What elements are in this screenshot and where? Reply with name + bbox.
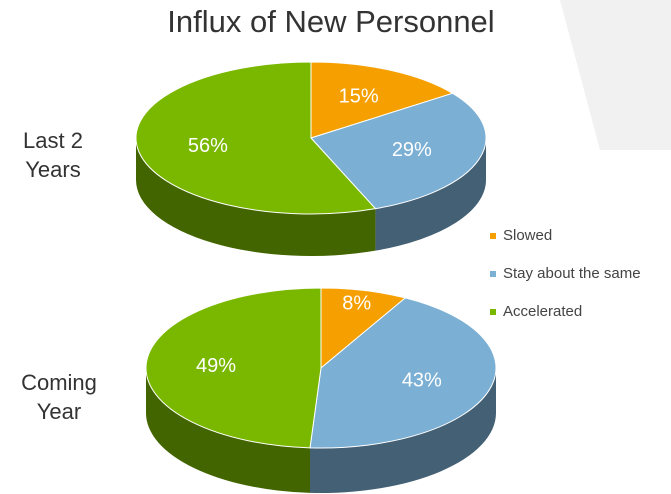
pie-slice-side	[136, 138, 376, 256]
legend-swatch	[490, 233, 496, 239]
pie-slice	[135, 61, 377, 215]
pie-label: Coming Year	[21, 370, 97, 424]
data-label: 49%	[196, 355, 236, 377]
legend-swatch	[490, 271, 496, 277]
data-label: 15%	[339, 86, 379, 108]
legend-label: Stay about the same	[503, 265, 641, 282]
pie-slice	[145, 287, 322, 449]
pie-label: Last 2 Years	[23, 128, 83, 182]
pie-slice-side	[146, 368, 311, 493]
pie-slice	[309, 297, 497, 449]
data-label: 43%	[402, 370, 442, 392]
legend-label: Accelerated	[503, 303, 582, 320]
data-label: 56%	[188, 135, 228, 157]
legend-swatch	[490, 309, 496, 315]
legend-label: Slowed	[503, 227, 552, 244]
pie-slice	[310, 92, 487, 210]
chart-title: Influx of New Personnel	[167, 4, 494, 39]
pie-slice-side	[375, 138, 486, 251]
background-decoration	[560, 0, 671, 150]
data-label: 8%	[342, 293, 371, 315]
pie-slice-side	[310, 368, 496, 493]
pie-slice	[310, 61, 454, 139]
data-label: 29%	[392, 139, 432, 161]
